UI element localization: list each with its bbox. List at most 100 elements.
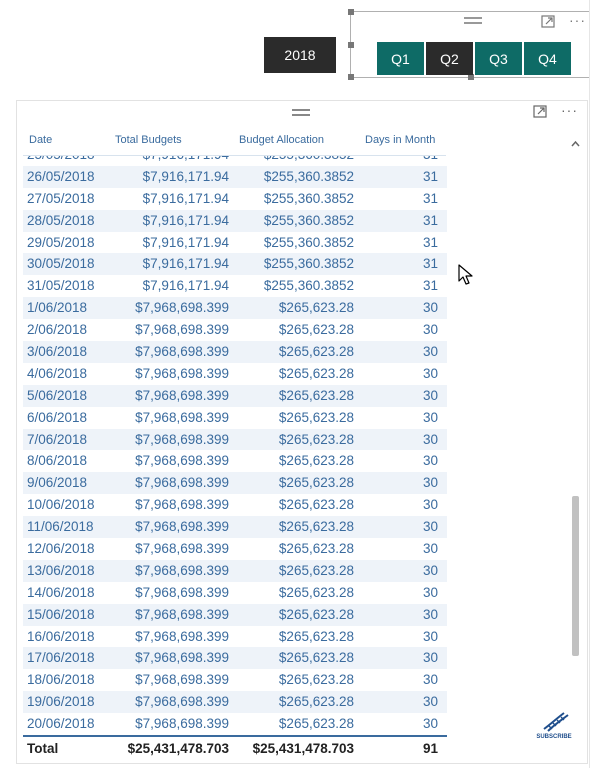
year-2018-button[interactable]: 2018 bbox=[264, 37, 336, 73]
budget-allocation-cell: $265,623.28 bbox=[278, 628, 354, 644]
table-row[interactable]: 16/06/2018 $7,968,698.399 $265,623.28 30 bbox=[23, 626, 447, 648]
budget-allocation-cell: $265,623.28 bbox=[278, 322, 354, 338]
date-cell: 10/06/2018 bbox=[27, 497, 95, 513]
quarter-slicer: ··· Q1 Q2 Q3 Q4 bbox=[348, 9, 590, 80]
table-row[interactable]: 30/05/2018 $7,916,171.94 $255,360.3852 31 bbox=[23, 253, 447, 276]
table-row[interactable]: 13/06/2018 $7,968,698.399 $265,623.28 30 bbox=[23, 559, 447, 582]
date-cell: 14/06/2018 bbox=[27, 584, 95, 600]
drag-handle-icon[interactable] bbox=[292, 109, 310, 119]
total-budgets-cell: $7,968,698.399 bbox=[135, 497, 229, 513]
date-cell: 2/06/2018 bbox=[27, 322, 88, 338]
total-budgets-cell: $7,968,698.399 bbox=[135, 300, 229, 316]
drag-handle-icon[interactable] bbox=[464, 17, 482, 27]
table-row[interactable]: 29/05/2018 $7,916,171.94 $255,360.3852 31 bbox=[23, 232, 447, 254]
focus-mode-icon[interactable] bbox=[533, 105, 548, 122]
days-in-month-cell: 30 bbox=[422, 475, 438, 491]
table-row[interactable]: 2/06/2018 $7,968,698.399 $265,623.28 30 bbox=[23, 319, 447, 341]
days-in-month-cell: 30 bbox=[422, 606, 438, 622]
budget-allocation-cell: $265,623.28 bbox=[278, 650, 354, 666]
date-cell: 1/06/2018 bbox=[27, 300, 88, 316]
quarter-button-q4[interactable]: Q4 bbox=[524, 42, 571, 75]
vertical-scrollbar[interactable] bbox=[570, 139, 580, 743]
budget-allocation-cell: $265,623.28 bbox=[278, 519, 354, 535]
total-budgets-cell: $7,968,698.399 bbox=[135, 541, 229, 557]
date-cell: 5/06/2018 bbox=[27, 387, 88, 403]
table-row[interactable]: 8/06/2018 $7,968,698.399 $265,623.28 30 bbox=[23, 450, 447, 472]
dna-icon bbox=[534, 712, 574, 737]
scrollbar-thumb[interactable] bbox=[572, 496, 579, 656]
days-in-month-cell: 30 bbox=[422, 344, 438, 360]
table-row[interactable]: 17/06/2018 $7,968,698.399 $265,623.28 30 bbox=[23, 647, 447, 670]
resize-handle-bottom-left[interactable] bbox=[348, 74, 354, 80]
date-cell: 16/06/2018 bbox=[27, 628, 95, 644]
column-header-date[interactable]: Date bbox=[29, 134, 53, 146]
days-in-month-cell: 30 bbox=[422, 365, 438, 381]
days-in-month-cell: 30 bbox=[422, 431, 438, 447]
budget-allocation-cell: $255,360.3852 bbox=[263, 256, 354, 272]
table-row[interactable]: 10/06/2018 $7,968,698.399 $265,623.28 30 bbox=[23, 494, 447, 516]
chevron-up-icon[interactable] bbox=[571, 139, 580, 150]
budget-allocation-cell: $265,623.28 bbox=[278, 716, 354, 732]
total-budgets-cell: $7,916,171.94 bbox=[142, 190, 229, 206]
table-row[interactable]: 27/05/2018 $7,916,171.94 $255,360.3852 31 bbox=[23, 188, 447, 210]
table-row[interactable]: 11/06/2018 $7,968,698.399 $265,623.28 30 bbox=[23, 516, 447, 539]
budget-allocation-cell: $265,623.28 bbox=[278, 344, 354, 360]
days-in-month-cell: 30 bbox=[422, 694, 438, 710]
days-in-month-cell: 30 bbox=[422, 541, 438, 557]
column-header-total-budgets[interactable]: Total Budgets bbox=[115, 134, 182, 146]
table-row[interactable]: 9/06/2018 $7,968,698.399 $265,623.28 30 bbox=[23, 472, 447, 495]
budget-allocation-cell: $265,623.28 bbox=[278, 300, 354, 316]
days-in-month-cell: 31 bbox=[422, 278, 438, 294]
days-in-month-cell: 30 bbox=[422, 562, 438, 578]
quarter-button-q2[interactable]: Q2 bbox=[426, 42, 473, 75]
column-header-budget-allocation[interactable]: Budget Allocation bbox=[239, 134, 325, 146]
table-row[interactable]: 25/05/2018 $7,916,171.94 $255,360.3852 31 bbox=[23, 156, 447, 166]
budget-allocation-cell: $255,360.3852 bbox=[264, 156, 354, 162]
table-row[interactable]: 20/06/2018 $7,968,698.399 $265,623.28 30 bbox=[23, 713, 447, 735]
resize-handle-top-left[interactable] bbox=[348, 9, 354, 15]
column-header-days-in-month[interactable]: Days in Month bbox=[365, 134, 436, 146]
table-row[interactable]: 15/06/2018 $7,968,698.399 $265,623.28 30 bbox=[23, 603, 447, 626]
budget-allocation-cell: $265,623.28 bbox=[278, 584, 354, 600]
table-row[interactable]: 5/06/2018 $7,968,698.399 $265,623.28 30 bbox=[23, 384, 447, 407]
total-budgets-cell: $7,968,698.399 bbox=[135, 650, 229, 666]
table-row[interactable]: 12/06/2018 $7,968,698.399 $265,623.28 30 bbox=[23, 538, 447, 560]
table-row[interactable]: 4/06/2018 $7,968,698.399 $265,623.28 30 bbox=[23, 363, 447, 385]
date-cell: 9/06/2018 bbox=[27, 475, 88, 491]
table-row[interactable]: 7/06/2018 $7,968,698.399 $265,623.28 30 bbox=[23, 428, 447, 451]
budget-allocation-cell: $265,623.28 bbox=[278, 694, 354, 710]
total-budgets-cell: $7,968,698.399 bbox=[135, 628, 229, 644]
table-row[interactable]: 3/06/2018 $7,968,698.399 $265,623.28 30 bbox=[23, 341, 447, 363]
budget-allocation-cell: $255,360.3852 bbox=[263, 190, 354, 206]
days-in-month-cell: 31 bbox=[422, 168, 438, 184]
resize-handle-left[interactable] bbox=[348, 42, 354, 48]
quarter-button-q1[interactable]: Q1 bbox=[377, 42, 424, 75]
table-row[interactable]: 1/06/2018 $7,968,698.399 $265,623.28 30 bbox=[23, 297, 447, 320]
budget-allocation-cell: $265,623.28 bbox=[278, 497, 354, 513]
more-options-icon[interactable]: ··· bbox=[569, 12, 586, 28]
table-row[interactable]: 6/06/2018 $7,968,698.399 $265,623.28 30 bbox=[23, 407, 447, 429]
date-cell: 12/06/2018 bbox=[27, 541, 95, 557]
table-row[interactable]: 18/06/2018 $7,968,698.399 $265,623.28 30 bbox=[23, 669, 447, 691]
table-row[interactable]: 19/06/2018 $7,968,698.399 $265,623.28 30 bbox=[23, 691, 447, 714]
table-row[interactable]: 14/06/2018 $7,968,698.399 $265,623.28 30 bbox=[23, 582, 447, 604]
date-cell: 18/06/2018 bbox=[27, 672, 95, 688]
date-cell: 28/05/2018 bbox=[27, 212, 95, 228]
more-options-icon[interactable]: ··· bbox=[561, 102, 578, 118]
focus-mode-icon[interactable] bbox=[541, 15, 556, 32]
total-budgets-cell: $7,968,698.399 bbox=[135, 606, 229, 622]
date-cell: 17/06/2018 bbox=[27, 650, 95, 666]
total-budgets-cell: $7,968,698.399 bbox=[135, 431, 229, 447]
total-budgets-cell: $7,968,698.399 bbox=[135, 716, 229, 732]
table-row[interactable]: 26/05/2018 $7,916,171.94 $255,360.3852 31 bbox=[23, 165, 447, 188]
days-in-month-cell: 30 bbox=[422, 716, 438, 732]
resize-handle-bottom[interactable] bbox=[468, 74, 474, 80]
total-budgets-cell: $7,916,171.94 bbox=[142, 278, 229, 294]
subscribe-label: SUBSCRIBE bbox=[536, 734, 572, 740]
total-days-value: 91 bbox=[422, 741, 438, 756]
table-row[interactable]: 31/05/2018 $7,916,171.94 $255,360.3852 31 bbox=[23, 275, 447, 297]
header-divider bbox=[23, 155, 446, 156]
quarter-button-q3[interactable]: Q3 bbox=[475, 42, 522, 75]
budget-allocation-cell: $265,623.28 bbox=[278, 387, 354, 403]
table-row[interactable]: 28/05/2018 $7,916,171.94 $255,360.3852 31 bbox=[23, 209, 447, 232]
